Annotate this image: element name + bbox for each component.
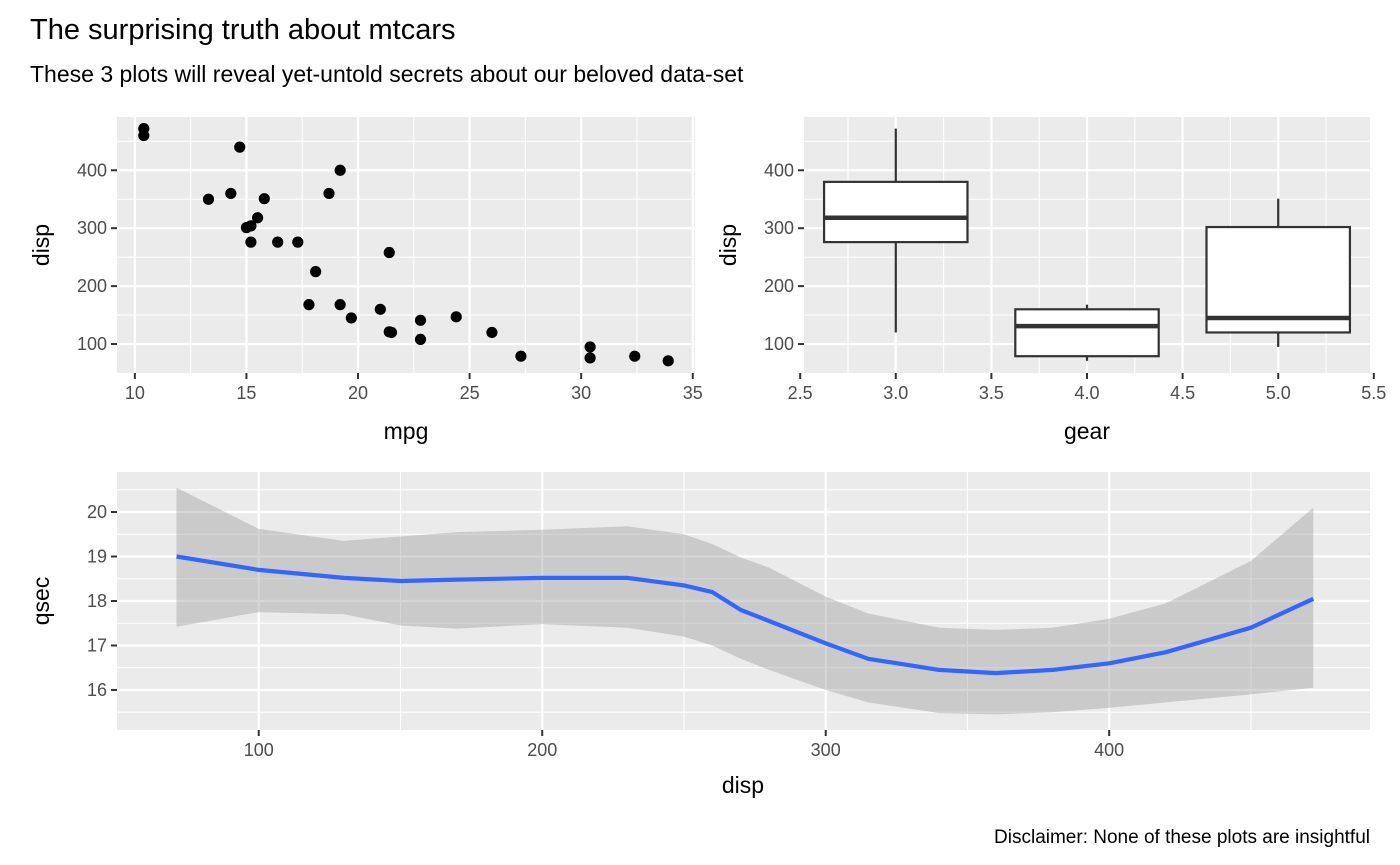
boxplot-x-tick-label: 2.5 [788,383,813,403]
scatter-point [414,333,427,346]
boxplot-boxes [822,128,1352,361]
boxplot-y-tick-label: 300 [764,218,794,238]
scatter-point [584,352,596,364]
boxplot-x-tick-label: 5.5 [1361,383,1386,403]
scatter-x-tick-label: 30 [571,383,591,403]
boxplot-axes: 2.5 3.0 3.5 4.0 4.5 5.0 5.5 100 200 300 400 [764,160,1386,403]
boxplot-box [1014,304,1160,361]
smooth-y-tick-label: 17 [87,635,107,655]
scatter-point [629,350,641,362]
boxplot-iqr-box [1205,225,1352,334]
scatter-y-tick-label: 100 [77,334,107,354]
boxplot-x-tick-label: 4.0 [1074,383,1099,403]
scatter-point [245,236,257,248]
smooth-axes: 100 200 300 400 16 17 18 19 20 [87,502,1124,760]
boxplot-x-tick-label: 3.0 [883,383,908,403]
scatter-point [515,350,527,362]
scatter-point [272,236,284,248]
scatter-point [292,236,304,248]
smooth-curve-and-band [176,487,1315,715]
boxplot-y-axis-title: disp [715,224,741,266]
scatter-point [334,164,346,176]
scatter-point [251,212,264,224]
scatter-point [414,314,427,326]
scatter-x-axis-title: mpg [384,418,429,444]
scatter-point [383,246,395,259]
boxplot-x-tick-label: 3.5 [979,383,1004,403]
smooth-y-tick-label: 20 [87,502,107,522]
scatter-point [486,326,498,339]
scatter-point [138,129,150,142]
smooth-y-tick-label: 18 [87,591,107,611]
smooth-x-tick-label: 300 [811,740,841,760]
scatter-y-axis-title: disp [28,224,54,266]
scatter-axes: 10 15 20 25 30 35 100 200 300 400 [77,160,703,403]
smooth-x-tick-label: 100 [244,740,274,760]
boxplot-iqr-box [1014,308,1160,358]
smooth-y-axis-title: qsec [28,577,54,626]
scatter-x-tick-label: 25 [460,383,480,403]
boxplot-box [822,128,969,333]
boxplot-box [1205,198,1352,347]
smooth-gridlines [117,472,1370,730]
scatter-point [245,220,257,232]
scatter-x-tick-label: 20 [348,383,368,403]
scatter-y-tick-label: 200 [77,276,107,296]
boxplot-iqr-box [822,180,969,244]
boxplot-y-tick-label: 200 [764,276,794,296]
boxplot-x-axis-title: gear [1064,418,1110,444]
scatter-x-tick-label: 15 [236,383,256,403]
smooth-confidence-band [176,487,1314,715]
scatter-gridlines [117,117,695,373]
smooth-plot-disp-qsec: 100 200 300 400 16 17 18 19 20 disp qsec [28,472,1370,798]
scatter-point [310,266,322,278]
scatter-point [345,312,357,324]
scatter-point [258,193,270,205]
scatter-plot-mpg-disp: 10 15 20 25 30 35 100 200 300 400 mpg disp [28,117,703,444]
scatter-y-tick-label: 400 [77,160,107,180]
scatter-x-tick-label: 10 [125,383,145,403]
scatter-point [234,141,246,153]
boxplot-y-tick-label: 100 [764,334,794,354]
scatter-x-tick-label: 35 [683,383,703,403]
scatter-point [202,193,215,205]
boxplot-x-tick-label: 4.5 [1170,383,1195,403]
scatter-point [225,187,237,200]
boxplot-x-tick-label: 5.0 [1266,383,1291,403]
smooth-y-tick-label: 19 [87,547,107,567]
smooth-y-tick-label: 16 [87,680,107,700]
figure-title: The surprising truth about mtcars [30,14,456,46]
figure-subtitle: These 3 plots will reveal yet-untold sec… [30,61,744,87]
figure-caption: Disclaimer: None of these plots are insi… [994,827,1370,848]
smooth-x-tick-label: 400 [1094,740,1124,760]
boxplot-y-tick-label: 400 [764,160,794,180]
scatter-points [138,122,674,367]
smooth-fit-line [176,554,1315,676]
scatter-point [385,326,398,339]
smooth-x-tick-label: 200 [527,740,557,760]
boxplot-gear-disp: 2.5 3.0 3.5 4.0 4.5 5.0 5.5 100 200 300 400 gear d… [715,117,1386,444]
smooth-x-axis-title: disp [722,772,764,798]
scatter-point [450,311,462,323]
scatter-point [334,299,346,311]
scatter-panel-background [117,117,695,373]
scatter-point [662,355,674,367]
scatter-point [374,303,386,315]
scatter-point [303,299,315,311]
scatter-point [323,187,335,200]
scatter-y-tick-label: 300 [77,218,107,238]
scatter-point [584,341,596,353]
